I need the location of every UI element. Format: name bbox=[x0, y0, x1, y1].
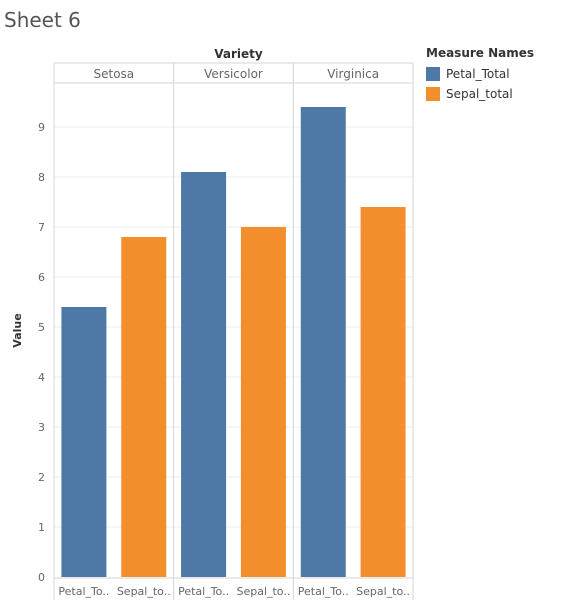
y-tick-label: 7 bbox=[38, 221, 45, 234]
x-tick-label: Sepal_to.. bbox=[356, 585, 410, 598]
y-tick-label: 3 bbox=[38, 421, 45, 434]
bar-virginica-sepal-total bbox=[360, 207, 406, 577]
y-tick-label: 8 bbox=[38, 171, 45, 184]
legend-swatch-sepal-total bbox=[426, 87, 440, 101]
bar-setosa-petal-total bbox=[61, 307, 107, 577]
y-tick-label: 4 bbox=[38, 371, 45, 384]
column-header: Variety bbox=[214, 47, 263, 61]
panel-header-setosa: Setosa bbox=[94, 67, 135, 81]
bar-setosa-sepal-total bbox=[121, 237, 167, 577]
bar-versicolor-sepal-total bbox=[240, 227, 286, 577]
y-tick-label: 2 bbox=[38, 471, 45, 484]
panel-header-versicolor: Versicolor bbox=[204, 67, 263, 81]
legend-swatch-petal-total bbox=[426, 67, 440, 81]
sheet-title: Sheet 6 bbox=[4, 8, 81, 32]
legend-label-sepal-total: Sepal_total bbox=[446, 87, 513, 101]
bar-virginica-petal-total bbox=[300, 107, 346, 577]
legend-title: Measure Names bbox=[426, 46, 535, 60]
y-tick-label: 1 bbox=[38, 521, 45, 534]
y-tick-label: 6 bbox=[38, 271, 45, 284]
panel-header-virginica: Virginica bbox=[327, 67, 379, 81]
y-axis-title: Value bbox=[11, 313, 24, 347]
legend-item-sepal-total[interactable]: Sepal_total bbox=[426, 84, 534, 104]
x-tick-label: Sepal_to.. bbox=[236, 585, 290, 598]
y-tick-label: 0 bbox=[38, 571, 45, 584]
x-tick-label: Petal_To.. bbox=[178, 585, 229, 598]
y-tick-label: 5 bbox=[38, 321, 45, 334]
legend: Measure Names Petal_Total Sepal_total bbox=[426, 46, 534, 104]
bar-versicolor-petal-total bbox=[181, 172, 227, 577]
legend-item-petal-total[interactable]: Petal_Total bbox=[426, 64, 534, 84]
y-tick-label: 9 bbox=[38, 121, 45, 134]
x-tick-label: Sepal_to.. bbox=[117, 585, 171, 598]
x-tick-label: Petal_To.. bbox=[58, 585, 109, 598]
x-tick-label: Petal_To.. bbox=[298, 585, 349, 598]
legend-label-petal-total: Petal_Total bbox=[446, 67, 510, 81]
